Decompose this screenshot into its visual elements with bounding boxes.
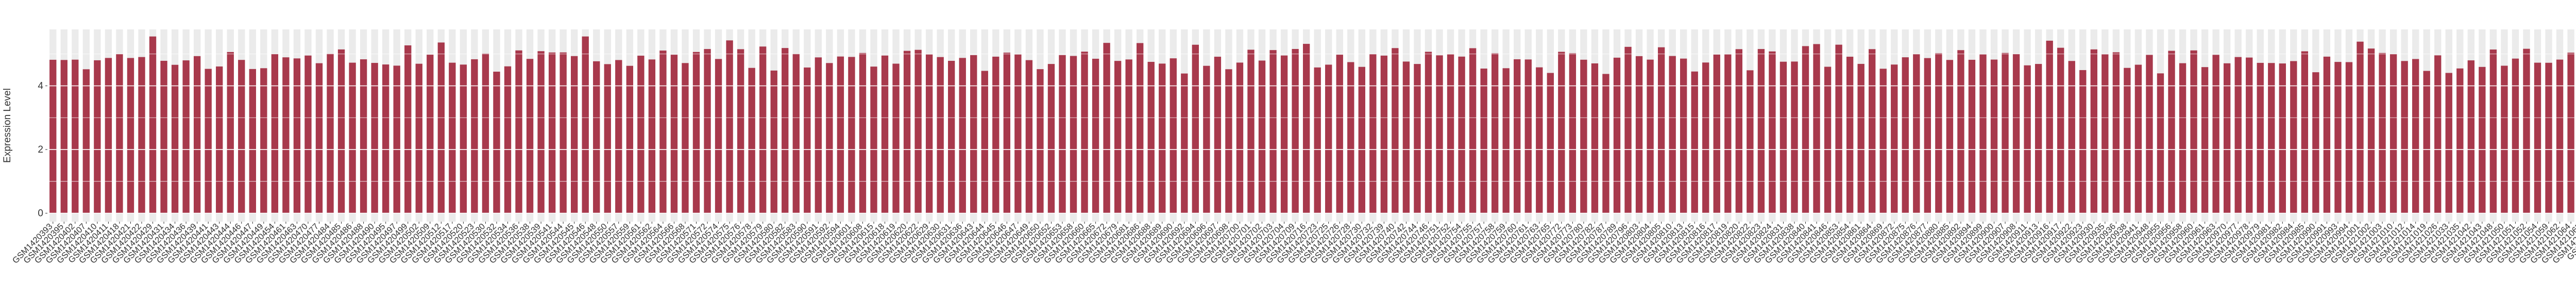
svg-text:Expression Level: Expression Level bbox=[2, 88, 13, 163]
svg-text:2: 2 bbox=[38, 144, 43, 155]
svg-text:0: 0 bbox=[38, 208, 43, 219]
svg-text:4: 4 bbox=[38, 81, 43, 92]
